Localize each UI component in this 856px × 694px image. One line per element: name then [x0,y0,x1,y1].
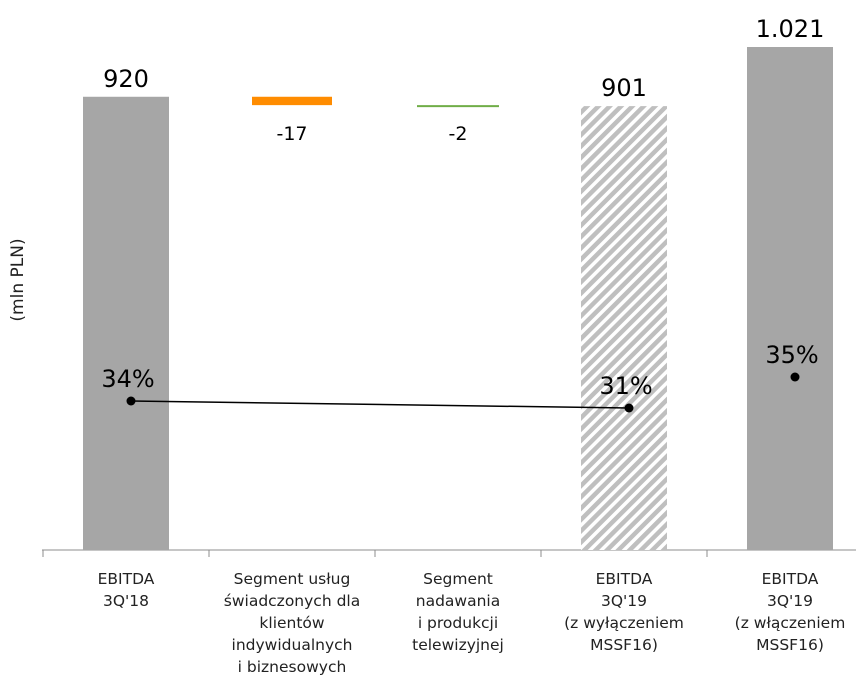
bar-delta-broadcasting [417,105,499,108]
margin-marker [624,403,634,413]
margin-label: 31% [599,372,652,400]
bar-delta-individual-business [252,96,332,106]
value-label: 1.021 [756,15,825,43]
category-label: EBITDA 3Q'19 (z wyłączeniem MSSF16) [564,570,684,654]
margin-label: 35% [765,341,818,369]
value-label: -17 [276,123,307,145]
bar-ebitda-3q19-incl-mssf16 [747,47,833,550]
margin-marker [790,372,800,382]
value-label: -2 [449,123,468,145]
y-axis-label: (mln PLN) [8,238,28,322]
bar-ebitda-3q19-excl-mssf16 [581,106,667,550]
margin-trend-line [130,400,630,409]
category-label: EBITDA 3Q'18 [97,570,155,610]
value-label: 901 [601,74,647,102]
margin-marker [126,396,136,406]
bar-ebitda-3q18 [83,96,169,550]
value-label: 920 [103,65,149,93]
category-label: EBITDA 3Q'19 (z włączeniem MSSF16) [734,570,846,654]
category-label: Segment nadawania i produkcji telewizyjn… [412,570,504,654]
margin-label: 34% [101,365,154,393]
category-label: Segment usług świadczonych dla klientów … [223,570,361,676]
